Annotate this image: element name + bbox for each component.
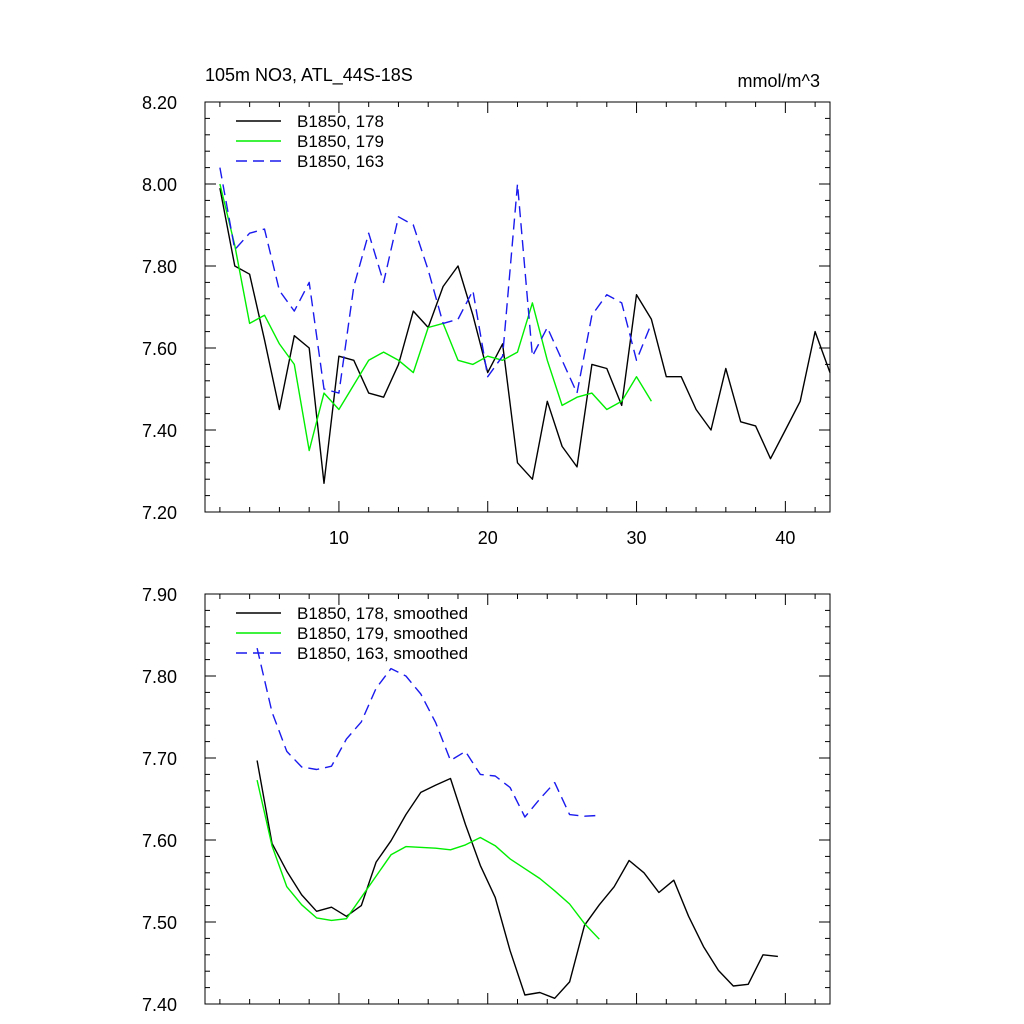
legend-label: B1850, 178 — [297, 112, 384, 131]
y-tick-label: 7.90 — [142, 585, 177, 605]
y-tick-label: 7.60 — [142, 339, 177, 359]
x-tick-label: 40 — [775, 528, 795, 548]
legend-label: B1850, 163 — [297, 152, 384, 171]
units-label: mmol/m^3 — [738, 71, 820, 91]
y-tick-label: 8.00 — [142, 175, 177, 195]
series-line-3 — [256, 647, 600, 818]
series-line-3 — [219, 167, 653, 394]
legend-label: B1850, 179, smoothed — [297, 624, 468, 643]
legend-label: B1850, 179 — [297, 132, 384, 151]
x-tick-label: 30 — [627, 528, 647, 548]
top-panel: 10 20 30 40 7.20 7.40 7.60 7.80 8.00 8.20 105m NO3… — [142, 65, 831, 548]
series-line-1 — [256, 760, 778, 999]
y-tick-label: 7.50 — [142, 913, 177, 933]
series-line-1 — [219, 187, 831, 484]
bottom-panel: 7.40 7.50 7.60 7.70 7.80 7.90 B1850, 178, smoo… — [142, 585, 831, 1015]
y-tick-label: 7.40 — [142, 421, 177, 441]
legend-label: B1850, 163, smoothed — [297, 644, 468, 663]
series-line-2 — [219, 183, 652, 452]
x-tick-label: 20 — [478, 528, 498, 548]
y-tick-label: 7.80 — [142, 257, 177, 277]
y-tick-label: 7.80 — [142, 667, 177, 687]
x-tick-label: 10 — [329, 528, 349, 548]
legend-label: B1850, 178, smoothed — [297, 604, 468, 623]
y-tick-label: 7.40 — [142, 995, 177, 1015]
y-tick-label: 7.60 — [142, 831, 177, 851]
series-line-2 — [256, 779, 600, 940]
y-tick-label: 7.70 — [142, 749, 177, 769]
y-tick-label: 7.20 — [142, 503, 177, 523]
chart-title: 105m NO3, ATL_44S-18S — [205, 65, 413, 86]
y-tick-label: 8.20 — [142, 93, 177, 113]
